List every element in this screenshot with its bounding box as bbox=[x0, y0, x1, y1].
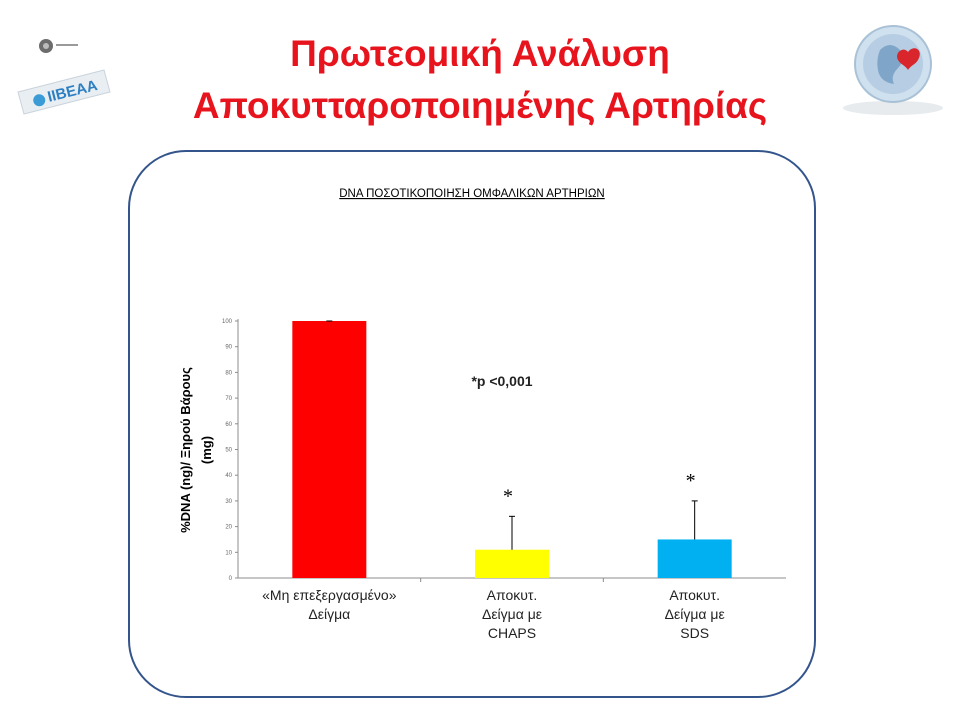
x-category-label: SDS bbox=[680, 625, 709, 641]
y-tick-label: 70 bbox=[225, 396, 232, 402]
x-category-label: Δείγμα με bbox=[665, 606, 725, 622]
x-category-label: Αποκυτ. bbox=[669, 587, 720, 603]
y-axis-label-line2: (mg) bbox=[199, 436, 214, 464]
y-tick-label: 30 bbox=[225, 499, 232, 505]
y-tick-label: 40 bbox=[225, 473, 232, 479]
institute-logo-left: IIBEAA bbox=[14, 32, 114, 122]
slide-title-line1: Πρωτεομική Ανάλυση bbox=[290, 33, 670, 74]
y-axis-label-line1: %DNA (ng)/ Ξηρού Βάρους bbox=[178, 367, 193, 533]
chart-frame bbox=[128, 150, 816, 698]
y-tick-label: 0 bbox=[229, 576, 233, 582]
y-tick-label: 10 bbox=[225, 550, 232, 556]
bar bbox=[475, 549, 549, 578]
fetus-logo-right bbox=[838, 20, 948, 120]
x-category-label: Δείγμα με bbox=[482, 606, 542, 622]
x-category-label: Δείγμα bbox=[308, 606, 350, 622]
chart-title: DNA ΠΟΣΟΤΙΚΟΠΟΙΗΣΗ ΟΜΦΑΛΙΚΩΝ ΑΡΤΗΡΙΩΝ bbox=[339, 188, 604, 200]
slide-title: Πρωτεομική Ανάλυση Αποκυτταροποιημένης Α… bbox=[140, 28, 820, 132]
bar bbox=[292, 321, 367, 578]
x-category-label: Αποκυτ. bbox=[487, 587, 538, 603]
x-category-label: CHAPS bbox=[488, 625, 536, 641]
bar bbox=[657, 539, 732, 578]
y-tick-label: 90 bbox=[225, 345, 232, 351]
y-tick-label: 50 bbox=[225, 448, 232, 454]
significance-marker: * bbox=[503, 485, 513, 507]
y-tick-label: 80 bbox=[225, 370, 232, 376]
slide-title-line2: Αποκυτταροποιημένης Αρτηρίας bbox=[192, 85, 768, 126]
x-category-label: «Μη επεξεργασμένο» bbox=[262, 587, 397, 603]
p-value-annotation: *p <0,001 bbox=[471, 373, 532, 389]
y-tick-label: 60 bbox=[225, 422, 232, 428]
y-tick-label: 100 bbox=[222, 319, 233, 325]
y-tick-label: 20 bbox=[225, 525, 232, 531]
significance-marker: * bbox=[686, 470, 696, 492]
